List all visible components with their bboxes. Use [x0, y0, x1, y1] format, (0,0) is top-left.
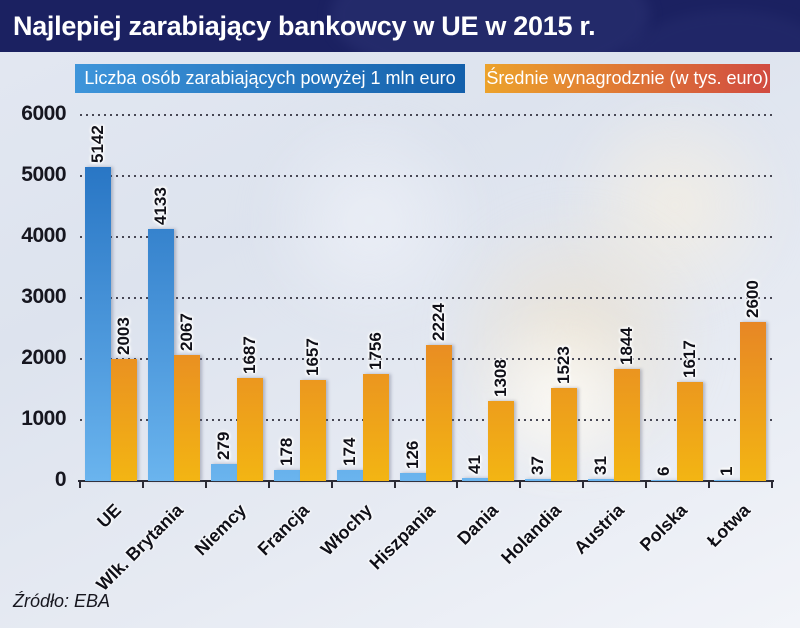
count-bar	[651, 480, 678, 481]
x-axis-tick	[141, 482, 144, 488]
count-bar	[714, 480, 741, 481]
bar-value-label: 1844	[617, 327, 637, 365]
bar-value-label: 279	[213, 431, 233, 460]
salary-bar	[425, 345, 452, 481]
count-bar	[210, 464, 237, 481]
source-note: Źródło: EBA	[13, 591, 111, 611]
legend-label-count: Liczba osób zarabiających powyżej 1 mln …	[84, 68, 456, 88]
bar-value-label: 1617	[680, 340, 700, 378]
salary-bar	[173, 355, 200, 481]
y-axis-label: 1000	[21, 407, 66, 430]
bar-value-label: 174	[339, 437, 359, 466]
header-watermark-shape	[330, 0, 650, 52]
legend-item-count: Liczba osób zarabiających powyżej 1 mln …	[75, 64, 465, 93]
y-axis-label: 6000	[21, 102, 66, 125]
count-bar	[336, 470, 363, 481]
bar-value-label: 126	[402, 440, 422, 469]
y-axis-label: 3000	[21, 285, 66, 308]
x-axis-tick	[79, 482, 81, 488]
category-label: Dania	[453, 499, 503, 549]
count-bar	[462, 478, 489, 481]
salary-bar	[488, 401, 515, 481]
bar-value-label: 178	[276, 437, 296, 466]
x-axis-tick	[582, 482, 585, 488]
x-axis-tick	[645, 482, 648, 488]
y-axis-label: 2000	[21, 346, 66, 369]
x-axis-line	[78, 480, 774, 482]
count-bar	[588, 479, 615, 481]
category-label: Hiszpania	[365, 499, 440, 574]
bar-value-label: 1687	[239, 336, 259, 374]
bar-value-label: 1657	[302, 338, 322, 376]
category-label: Polska	[635, 499, 691, 556]
bar-value-label: 37	[528, 456, 548, 475]
count-bar	[273, 470, 300, 481]
x-axis-tick	[267, 482, 270, 488]
bar-value-label: 41	[465, 455, 485, 474]
bar-value-label: 6	[654, 466, 674, 476]
x-axis-tick	[456, 482, 459, 488]
x-axis-tick	[708, 482, 711, 488]
gridline	[80, 175, 772, 177]
count-bar	[85, 167, 111, 481]
legend-label-salary: Średnie wynagrodznie (w tys. euro)	[486, 68, 769, 88]
x-axis-tick	[204, 482, 207, 488]
bar-value-label: 2600	[743, 280, 763, 318]
x-axis-tick	[393, 482, 396, 488]
bar-value-label: 5142	[88, 125, 107, 163]
bar-value-label: 31	[591, 456, 611, 475]
bar-value-label: 4133	[150, 187, 170, 225]
y-axis-label: 0	[54, 468, 67, 491]
salary-bar	[677, 382, 704, 481]
salary-bar	[299, 380, 326, 481]
bar-value-label: 2224	[428, 303, 448, 341]
y-axis-label: 4000	[21, 224, 66, 247]
count-bar	[525, 479, 552, 481]
x-axis-tick	[519, 482, 522, 488]
bar-value-label: 2003	[114, 317, 133, 355]
category-label: Łotwa	[702, 499, 754, 551]
category-label: Włochy	[316, 499, 377, 560]
x-axis-tick	[771, 482, 773, 488]
legend-item-salary: Średnie wynagrodznie (w tys. euro)	[485, 64, 770, 93]
category-label: Francja	[253, 499, 314, 560]
salary-bar	[362, 374, 389, 481]
category-label: Holandia	[497, 499, 565, 568]
bar-value-label: 1	[717, 466, 737, 476]
bar-value-label: 1308	[491, 359, 511, 397]
salary-bar	[740, 322, 767, 481]
count-bar	[399, 473, 426, 481]
count-bar	[147, 229, 174, 481]
x-axis-tick	[330, 482, 333, 488]
salary-bar	[551, 388, 578, 481]
header-bar: Najlepiej zarabiający bankowcy w UE w 20…	[0, 0, 800, 52]
salary-bar	[614, 369, 641, 481]
category-label: Niemcy	[190, 499, 251, 560]
gridline	[80, 114, 772, 116]
gridline	[80, 297, 772, 299]
category-label: Austria	[569, 499, 628, 558]
bar-value-label: 2067	[176, 313, 196, 351]
y-axis-label: 5000	[21, 163, 66, 186]
salary-bar	[236, 378, 263, 481]
page-title: Najlepiej zarabiający bankowcy w UE w 20…	[13, 11, 596, 41]
bar-value-label: 1523	[554, 346, 574, 384]
gridline	[80, 236, 772, 238]
salary-bar	[111, 359, 137, 481]
bar-value-label: 1756	[365, 332, 385, 370]
